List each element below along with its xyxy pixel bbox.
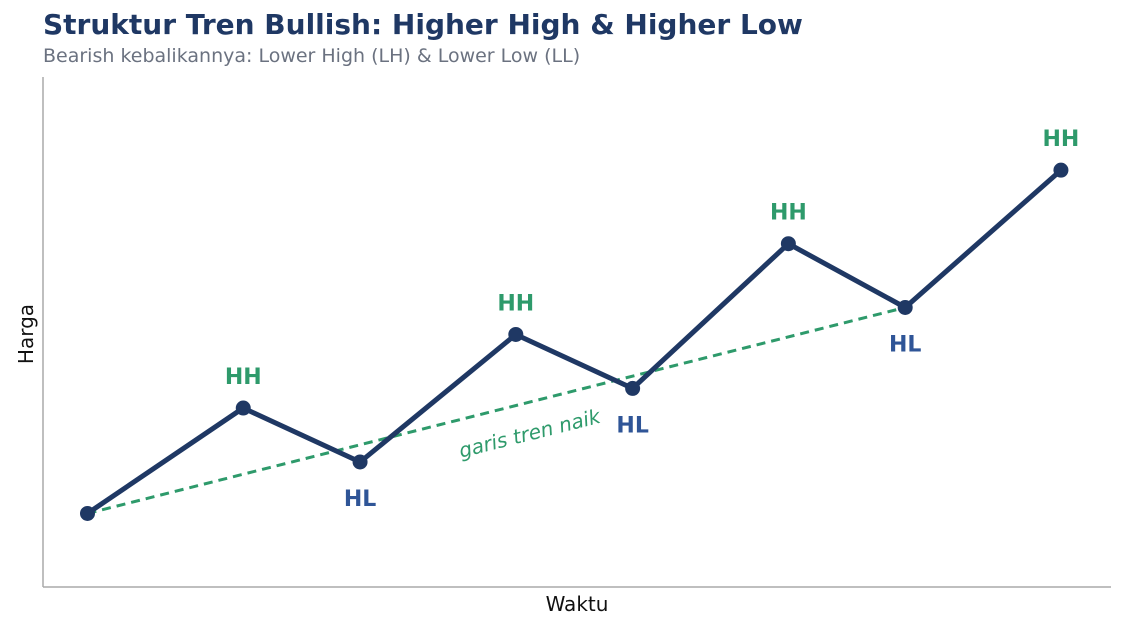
trendline-group: garis tren naik bbox=[87, 306, 906, 515]
higher-high-label: HH bbox=[225, 365, 262, 390]
price-point bbox=[897, 299, 913, 315]
higher-high-label: HH bbox=[1043, 127, 1080, 152]
price-line-group bbox=[86, 168, 1063, 516]
trendline bbox=[87, 306, 906, 515]
higher-low-label: HL bbox=[344, 487, 376, 512]
price-point bbox=[508, 326, 524, 342]
higher-low-label: HL bbox=[616, 413, 648, 438]
price-point bbox=[235, 400, 251, 416]
price-line bbox=[86, 168, 1063, 516]
price-point bbox=[352, 454, 368, 470]
y-axis-label: Harga bbox=[14, 304, 38, 364]
price-point bbox=[780, 236, 796, 252]
chart-title: Struktur Tren Bullish: Higher High & Hig… bbox=[43, 8, 803, 41]
price-point bbox=[80, 505, 95, 521]
higher-low-label: HL bbox=[889, 332, 921, 357]
chart-subtitle: Bearish kebalikannya: Lower High (LH) & … bbox=[43, 45, 581, 67]
x-axis-label: Waktu bbox=[546, 592, 609, 616]
price-point bbox=[625, 380, 641, 396]
higher-high-label: HH bbox=[770, 201, 807, 226]
higher-high-label: HH bbox=[497, 291, 534, 316]
price-points-group bbox=[80, 162, 1069, 521]
price-point bbox=[1053, 162, 1069, 178]
point-labels-group: HH HL HH HL HH HL HH bbox=[225, 127, 1080, 512]
trendline-label: garis tren naik bbox=[456, 404, 604, 463]
